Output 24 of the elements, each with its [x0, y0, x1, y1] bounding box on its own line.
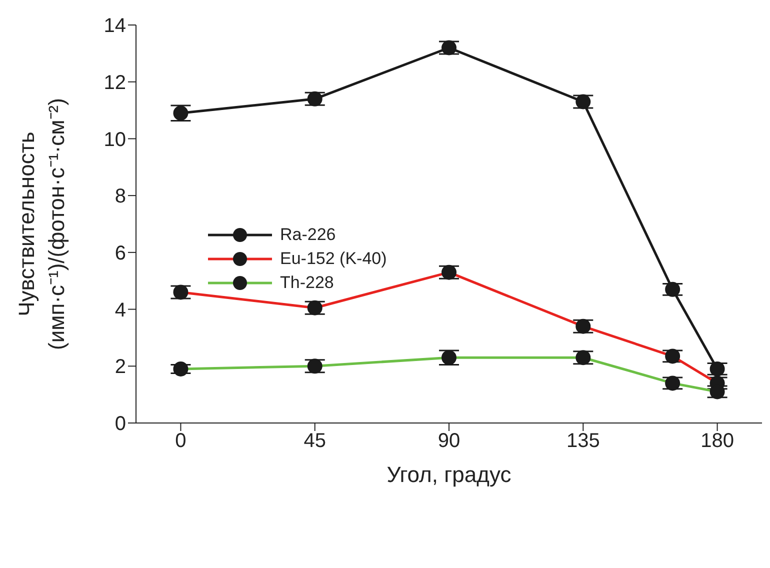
point [665, 282, 680, 297]
point [173, 106, 188, 121]
y-tick-label: 14 [104, 15, 126, 38]
y-tick-label: 0 [114, 413, 126, 436]
y-tick-label: 8 [114, 186, 126, 208]
point [576, 94, 591, 110]
legend-label: Th-228 [280, 273, 334, 293]
point [710, 361, 725, 376]
x-tick-label: 90 [438, 430, 460, 452]
x-tick-label: 45 [304, 430, 326, 452]
y-tick-label: 10 [104, 128, 126, 151]
x-tick-label: 135 [566, 430, 600, 452]
y-tick-label: 6 [114, 242, 126, 265]
y-axis-title: Чувствительность (имп·с⁻¹)/(фотон·с⁻¹·см⁻²) [14, 98, 69, 350]
y-tick-label: 4 [114, 299, 126, 322]
y-tick-label: 2 [114, 356, 126, 378]
legend-label: Eu-152 (K-40) [280, 249, 387, 269]
y-tick-label: 12 [104, 72, 126, 94]
x-tick-label: 0 [175, 430, 186, 452]
x-tick-label: 180 [700, 430, 734, 452]
legend-label: Ra-226 [280, 225, 336, 245]
x-axis-title: Угол, градус [386, 462, 512, 487]
point [307, 91, 322, 106]
point [442, 40, 456, 56]
